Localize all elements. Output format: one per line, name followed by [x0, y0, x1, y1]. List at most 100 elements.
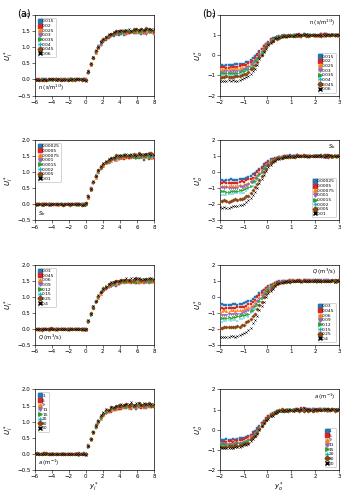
Point	[134, 25, 139, 33]
Point	[41, 325, 47, 333]
Point	[101, 286, 106, 294]
Point	[106, 32, 111, 40]
Point	[312, 32, 318, 40]
Point	[44, 76, 49, 84]
Point	[72, 326, 78, 334]
Point	[116, 280, 121, 288]
Point	[70, 325, 75, 333]
Point	[279, 32, 284, 40]
Point	[250, 306, 256, 314]
Point	[241, 70, 247, 78]
Point	[70, 324, 75, 332]
Point	[149, 276, 154, 284]
Point	[325, 406, 331, 414]
Point	[263, 44, 269, 52]
Point	[319, 152, 324, 160]
Point	[308, 31, 313, 39]
Point	[83, 451, 89, 459]
Point	[118, 402, 124, 410]
Point	[303, 31, 309, 39]
Point	[301, 406, 307, 414]
Point	[98, 165, 104, 173]
Point	[134, 404, 139, 412]
Point	[81, 76, 87, 84]
Point	[310, 406, 315, 414]
Point	[279, 277, 284, 285]
Point	[70, 450, 75, 458]
Point	[136, 274, 142, 282]
Point	[128, 404, 134, 411]
Point	[134, 402, 139, 409]
Point	[279, 154, 284, 162]
Point	[336, 32, 342, 40]
Point	[53, 326, 58, 334]
Point	[131, 401, 137, 409]
Point	[32, 450, 37, 458]
Point	[39, 325, 44, 333]
Point	[270, 158, 275, 166]
Point	[263, 415, 269, 423]
Point	[246, 58, 251, 66]
Point	[246, 298, 251, 306]
Point	[219, 184, 225, 192]
Point	[128, 154, 134, 162]
Point	[121, 278, 126, 286]
Point	[270, 410, 275, 418]
Point	[34, 76, 40, 84]
Point	[246, 65, 251, 73]
Point	[237, 440, 242, 448]
Point	[274, 279, 280, 287]
Point	[292, 152, 298, 160]
Point	[151, 400, 157, 408]
Point	[151, 402, 157, 409]
Point	[58, 200, 63, 208]
Point	[297, 406, 302, 414]
Point	[136, 28, 142, 36]
Point	[108, 155, 114, 163]
Point	[290, 32, 295, 40]
Point	[72, 200, 78, 208]
Point	[113, 277, 119, 285]
Point	[51, 325, 56, 333]
Point	[72, 326, 78, 334]
Point	[283, 31, 289, 39]
Point	[237, 186, 242, 194]
Point	[270, 282, 275, 290]
Point	[221, 77, 227, 85]
Point	[108, 154, 114, 162]
Point	[321, 277, 326, 285]
Point	[239, 440, 245, 448]
Point	[91, 53, 96, 61]
Point	[221, 306, 227, 314]
Point	[221, 317, 227, 325]
Point	[41, 76, 47, 84]
Point	[219, 439, 225, 447]
Point	[103, 32, 109, 40]
Point	[252, 302, 258, 310]
Point	[118, 152, 124, 160]
Point	[248, 302, 253, 310]
Point	[111, 278, 116, 286]
Point	[252, 183, 258, 191]
Point	[139, 151, 144, 159]
Point	[297, 152, 302, 160]
Point	[93, 298, 99, 306]
Point	[34, 450, 40, 458]
Point	[241, 200, 247, 208]
Point	[93, 173, 99, 181]
Point	[70, 326, 75, 334]
Point	[239, 182, 245, 190]
Point	[241, 440, 247, 448]
Point	[70, 450, 75, 458]
Point	[327, 276, 333, 284]
Point	[299, 277, 304, 285]
Point	[290, 277, 295, 285]
Point	[270, 35, 275, 43]
Point	[246, 63, 251, 71]
Point	[334, 276, 340, 284]
Point	[239, 311, 245, 319]
Point	[294, 32, 300, 40]
Point	[83, 201, 89, 209]
Point	[268, 410, 273, 418]
Point	[74, 75, 80, 83]
